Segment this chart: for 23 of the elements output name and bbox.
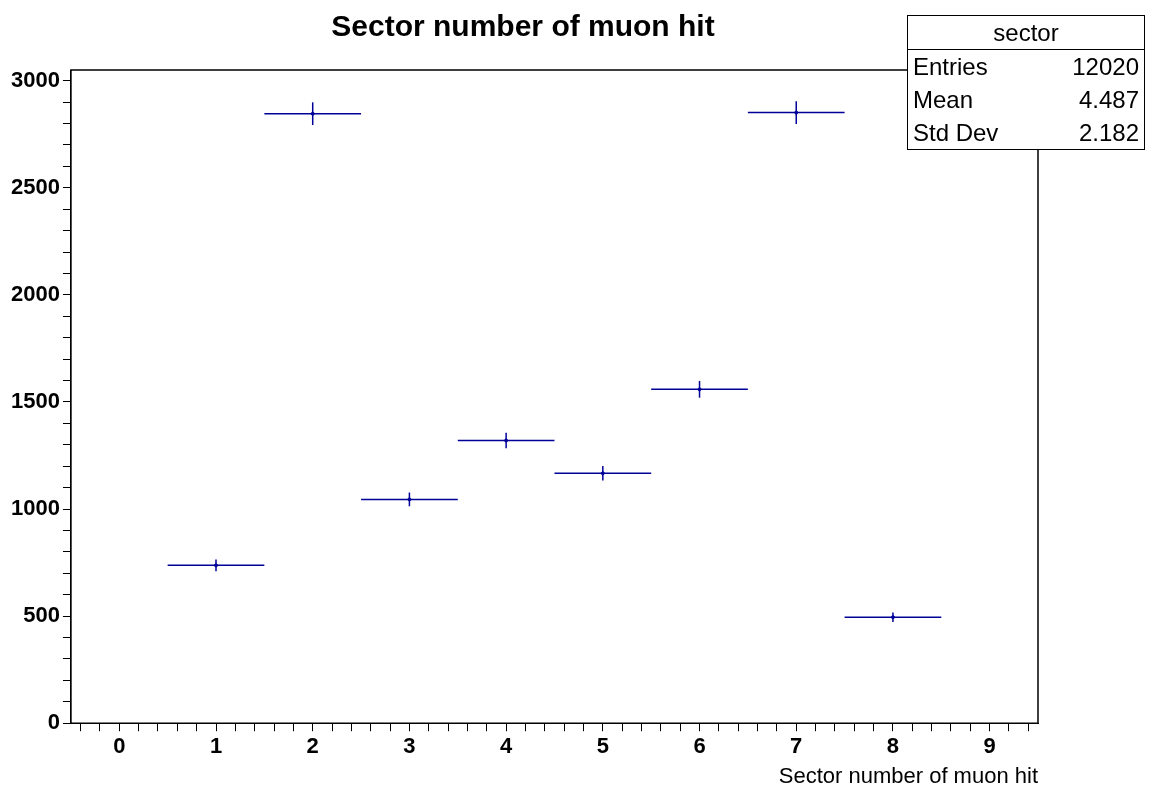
x-tick-label: 3 xyxy=(403,733,416,759)
text: Mean 4.487 xyxy=(913,86,1139,113)
x-tick-label: 8 xyxy=(886,733,900,759)
chart-title: Sector number of muon hit xyxy=(331,9,715,43)
y-tick-label: 500 xyxy=(23,602,60,628)
x-tick-label: 4 xyxy=(499,733,513,759)
x-tick-label: 2 xyxy=(306,733,319,759)
x-tick-label: 5 xyxy=(596,733,609,759)
y-tick-label: 1500 xyxy=(10,388,60,414)
x-tick-label: 1 xyxy=(209,733,223,759)
y-tick-label: 2000 xyxy=(10,280,60,306)
text: sector xyxy=(908,16,1144,50)
y-tick-label: 0 xyxy=(47,709,60,735)
y-tick-label: 2500 xyxy=(10,173,60,199)
y-tick-label: 3000 xyxy=(10,66,60,92)
y-tick-label: 1000 xyxy=(10,495,60,521)
x-axis-title: Sector number of muon hit xyxy=(778,762,1038,788)
text: Std Dev 2.182 xyxy=(913,119,1139,146)
x-tick-label: 0 xyxy=(113,733,126,759)
x-tick-label: 9 xyxy=(983,733,996,759)
x-tick-label: 7 xyxy=(790,733,803,759)
text: Entries 12020 xyxy=(913,53,1139,80)
x-tick-label: 6 xyxy=(693,733,706,759)
